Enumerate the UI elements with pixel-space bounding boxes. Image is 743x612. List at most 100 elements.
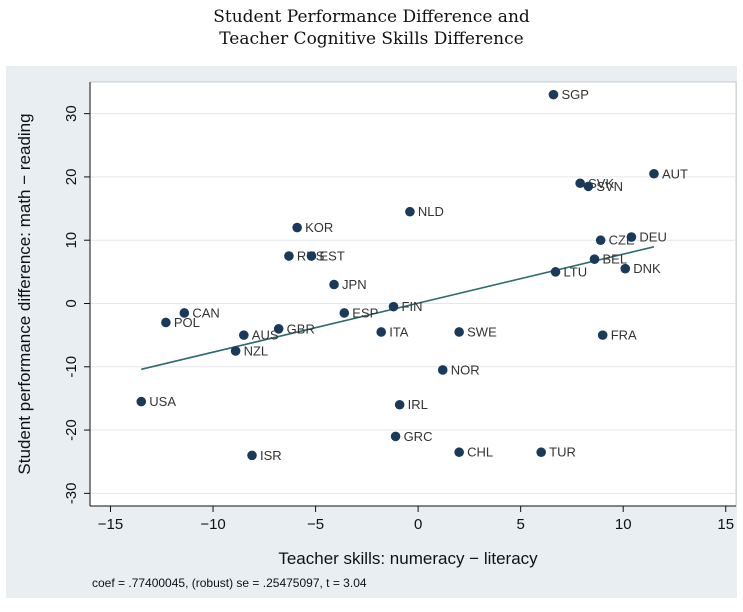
point-marker (437, 365, 448, 375)
point-label: ITA (389, 324, 409, 339)
y-tick-label: -30 (63, 482, 80, 504)
data-point-aut: AUT (649, 166, 688, 181)
y-tick-label: 10 (63, 232, 80, 249)
point-marker (292, 222, 302, 233)
data-point-dnk: DNK (620, 261, 661, 276)
data-point-jpn: JPN (329, 277, 367, 292)
data-point-irl: IRL (394, 397, 428, 412)
point-label: NLD (418, 204, 444, 219)
point-label: GBR (287, 321, 315, 336)
point-marker (376, 327, 387, 337)
point-label: JPN (342, 277, 367, 292)
point-label: EST (319, 249, 344, 264)
point-marker (329, 279, 339, 290)
point-marker (626, 232, 637, 242)
point-label: FRA (611, 328, 637, 343)
point-marker (589, 254, 600, 264)
point-marker (247, 450, 257, 461)
point-marker (649, 168, 659, 179)
x-tick-label: 5 (516, 516, 524, 533)
data-point-fra: FRA (597, 328, 637, 343)
point-marker (273, 324, 284, 334)
point-label: IRL (408, 397, 428, 412)
axes: -30 -20 -10 0 10 20 30 −15 −10 −5 0 5 10 15 (63, 82, 736, 533)
point-label: ESP (352, 305, 378, 320)
point-label: SGP (561, 87, 588, 102)
point-marker (161, 317, 171, 328)
gridlines (90, 113, 736, 494)
point-label: GRC (404, 429, 433, 444)
y-tick-label: 20 (63, 169, 80, 186)
point-marker (595, 235, 606, 246)
x-tick-label: −5 (307, 516, 324, 533)
data-point-usa: USA (136, 394, 176, 409)
x-axis-label: Teacher skills: numeracy − literacy (278, 549, 538, 568)
y-tick-label: -10 (63, 356, 80, 378)
point-marker (454, 447, 464, 458)
point-marker (620, 263, 631, 274)
data-point-pol: POL (161, 315, 200, 330)
point-marker (550, 267, 561, 277)
data-point-esp: ESP (339, 305, 378, 320)
data-point-nor: NOR (437, 362, 480, 377)
data-point-svn: SVN (583, 179, 623, 194)
y-axis-label: Student performance difference: math − r… (15, 113, 34, 474)
y-tick-label: -20 (63, 419, 80, 441)
data-point-isr: ISR (247, 448, 282, 463)
point-marker (575, 178, 585, 189)
point-marker (405, 206, 415, 217)
chart-title-line-2: Teacher Cognitive Skills Difference (219, 29, 523, 49)
y-tick-label: 30 (63, 105, 80, 122)
point-label: CHL (467, 445, 493, 460)
point-label: SVN (596, 179, 623, 194)
data-point-ltu: LTU (550, 264, 587, 279)
point-marker (306, 251, 317, 261)
point-label: NZL (244, 343, 269, 358)
point-label: SVK (588, 176, 614, 191)
data-point-deu: DEU (626, 230, 667, 245)
point-marker (597, 330, 608, 340)
point-label: BEL (602, 252, 627, 267)
data-point-kor: KOR (292, 220, 333, 235)
point-label: CAN (192, 305, 219, 320)
data-point-tur: TUR (536, 445, 576, 460)
point-marker (394, 399, 405, 410)
chart-title-line-1: Student Performance Difference and (213, 7, 530, 27)
point-marker (548, 89, 559, 100)
data-point-grc: GRC (390, 429, 433, 444)
point-label: FIN (402, 299, 423, 314)
data-point-nzl: NZL (230, 343, 269, 358)
x-tick-label: 10 (615, 516, 632, 533)
plot-area (89, 81, 737, 507)
point-label: KOR (305, 220, 333, 235)
point-label: NOR (451, 362, 480, 377)
data-point-ita: ITA (376, 324, 409, 339)
point-marker (536, 447, 546, 458)
point-marker (284, 251, 294, 261)
point-label: ISR (260, 448, 282, 463)
point-marker (179, 308, 190, 318)
data-point-can: CAN (179, 305, 220, 320)
data-point-gbr: GBR (273, 321, 315, 336)
point-label: USA (149, 394, 176, 409)
point-label: AUS (252, 328, 279, 343)
regression-note: coef = .77400045, (robust) se = .2547509… (92, 576, 367, 590)
data-point-aus: AUS (239, 328, 279, 343)
point-marker (390, 431, 401, 442)
point-label: POL (174, 315, 200, 330)
point-marker (388, 301, 399, 312)
point-label: DNK (633, 261, 661, 276)
x-tick-label: −10 (200, 516, 225, 533)
point-marker (136, 396, 147, 407)
point-marker (230, 346, 241, 356)
point-marker (239, 330, 249, 340)
point-label: DEU (639, 230, 666, 245)
data-point-est: EST (306, 249, 345, 264)
point-marker (583, 181, 594, 192)
point-marker (339, 308, 350, 318)
data-point-chl: CHL (454, 445, 493, 460)
data-point-nld: NLD (405, 204, 444, 219)
data-point-bel: BEL (589, 252, 627, 267)
x-tick-label: 0 (414, 516, 422, 533)
